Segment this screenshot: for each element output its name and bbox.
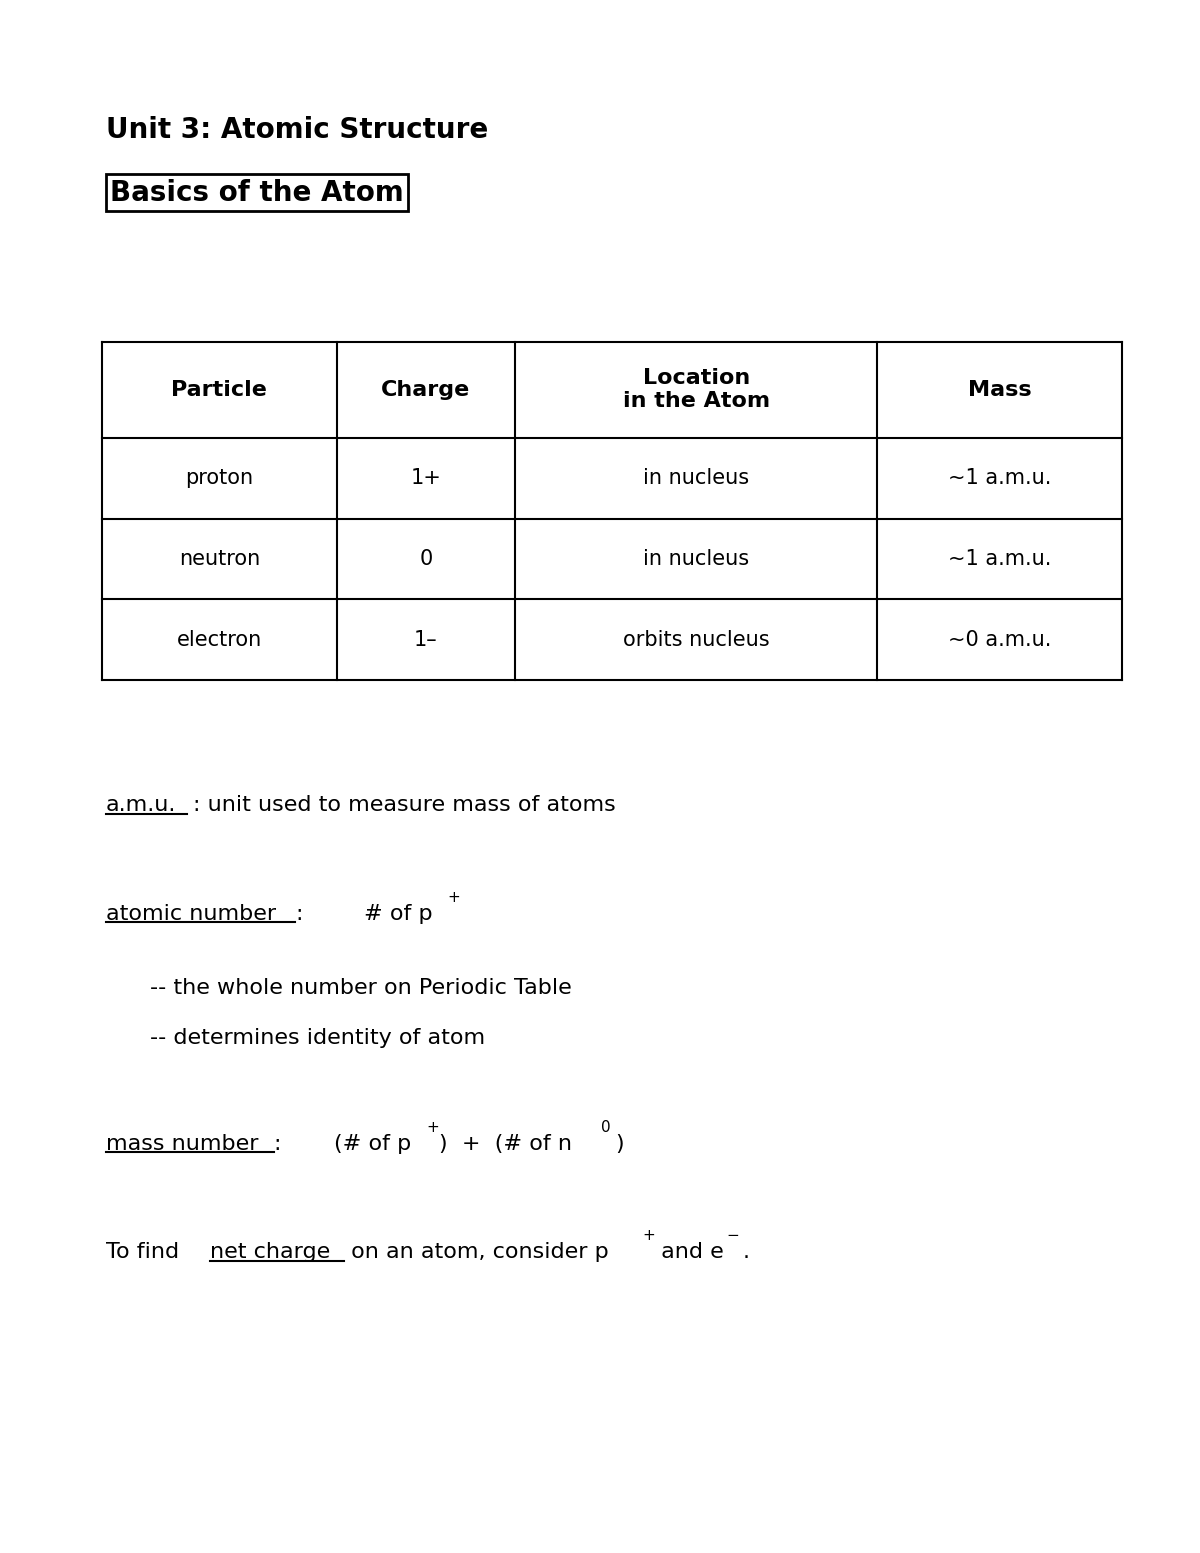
Text: on an atom, consider p: on an atom, consider p (344, 1242, 610, 1263)
Text: : unit used to measure mass of atoms: : unit used to measure mass of atoms (193, 795, 616, 815)
Text: 1+: 1+ (410, 469, 442, 488)
Text: )  +  (# of n: ) + (# of n (439, 1134, 572, 1154)
Text: ~1 a.m.u.: ~1 a.m.u. (948, 550, 1051, 568)
Text: proton: proton (185, 469, 253, 488)
Text: Mass: Mass (967, 380, 1032, 399)
Text: −: − (726, 1228, 739, 1244)
Text: .: . (743, 1242, 750, 1263)
Text: -- the whole number on Periodic Table: -- the whole number on Periodic Table (150, 978, 571, 999)
Text: electron: electron (176, 631, 262, 649)
Text: in nucleus: in nucleus (643, 550, 749, 568)
Text: Charge: Charge (382, 380, 470, 399)
Text: net charge: net charge (210, 1242, 330, 1263)
Text: 0: 0 (419, 550, 432, 568)
Text: :: : (274, 1134, 281, 1154)
Text: and e: and e (654, 1242, 724, 1263)
Text: mass number: mass number (106, 1134, 258, 1154)
Text: ~1 a.m.u.: ~1 a.m.u. (948, 469, 1051, 488)
Text: Basics of the Atom: Basics of the Atom (110, 179, 404, 207)
Text: :: : (295, 904, 302, 924)
Text: # of p: # of p (364, 904, 432, 924)
Text: Unit 3: Atomic Structure: Unit 3: Atomic Structure (106, 116, 488, 144)
Text: orbits nucleus: orbits nucleus (623, 631, 769, 649)
Text: +: + (426, 1120, 439, 1135)
Text: -- determines identity of atom: -- determines identity of atom (150, 1028, 485, 1048)
Text: (# of p: (# of p (334, 1134, 410, 1154)
Text: neutron: neutron (179, 550, 260, 568)
Text: atomic number: atomic number (106, 904, 276, 924)
Text: ): ) (616, 1134, 624, 1154)
Text: a.m.u.: a.m.u. (106, 795, 176, 815)
Text: Particle: Particle (172, 380, 268, 399)
Text: To find: To find (106, 1242, 186, 1263)
Text: +: + (642, 1228, 655, 1244)
Text: in nucleus: in nucleus (643, 469, 749, 488)
Text: ~0 a.m.u.: ~0 a.m.u. (948, 631, 1051, 649)
Text: 0: 0 (601, 1120, 611, 1135)
Text: 1–: 1– (414, 631, 438, 649)
Text: Location
in the Atom: Location in the Atom (623, 368, 769, 412)
Text: +: + (448, 890, 461, 905)
